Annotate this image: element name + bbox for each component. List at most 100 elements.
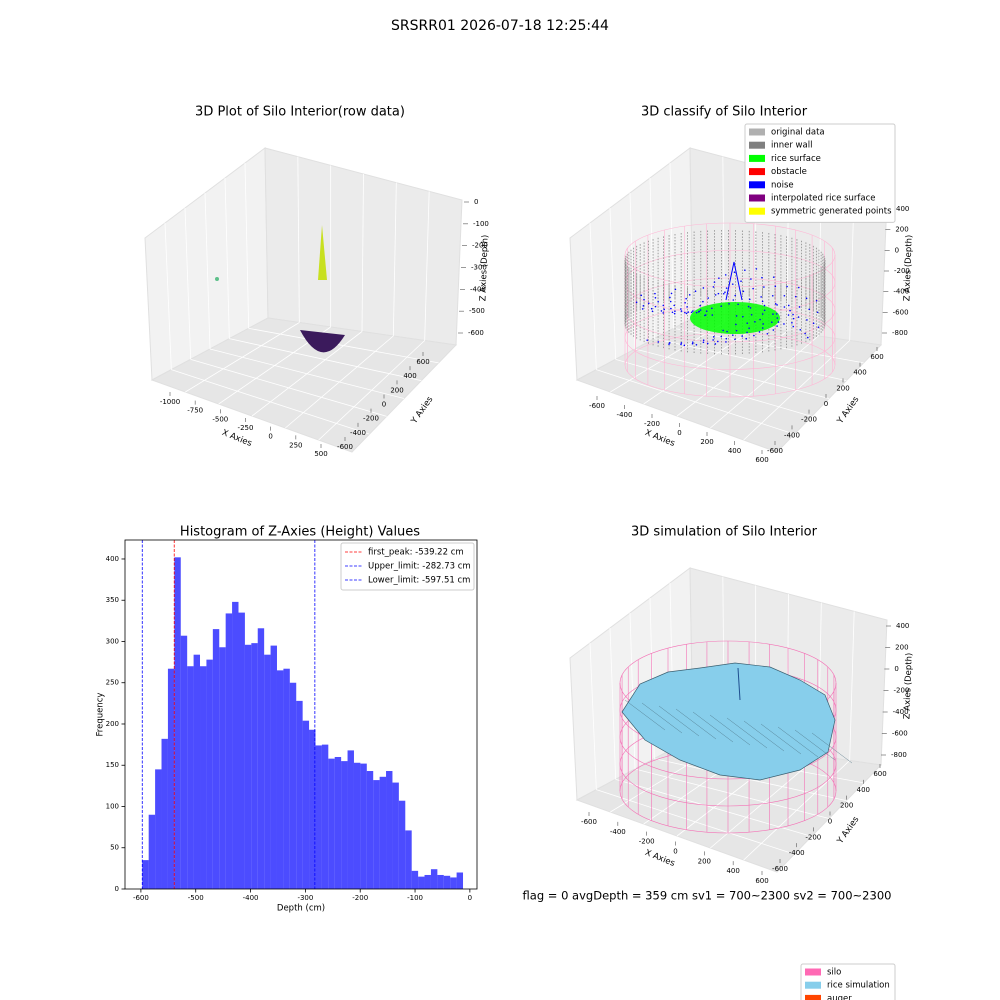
z-tick-label: -600	[892, 730, 908, 738]
z-tick-label: -800	[892, 329, 908, 337]
x-tick-label: 0	[468, 894, 472, 902]
pane-grid	[609, 207, 617, 360]
x-tick-label: 0	[673, 848, 677, 856]
noise-points	[776, 317, 779, 319]
noise-points	[654, 305, 657, 308]
bar	[206, 659, 213, 889]
noise-points	[734, 294, 737, 297]
y-tick-label: 400	[403, 372, 416, 380]
z-tick-label: -600	[468, 329, 484, 337]
legend-swatch	[749, 168, 765, 176]
noise-points	[742, 290, 745, 293]
noise-points	[748, 327, 750, 329]
noise-points	[761, 276, 763, 279]
z-tick-label: -500	[469, 307, 485, 315]
noise-points	[759, 318, 761, 321]
noise-points	[797, 316, 800, 318]
bar	[238, 612, 245, 889]
noise-points	[695, 311, 698, 314]
pane-grid	[849, 611, 855, 761]
noise-points	[663, 308, 665, 311]
bar	[443, 875, 451, 889]
noise-points	[771, 294, 774, 297]
bar	[398, 800, 406, 889]
noise-points	[752, 287, 754, 290]
x-tick-label: 200	[700, 438, 713, 446]
noise-points	[660, 310, 663, 312]
pane-grid	[361, 173, 364, 332]
y-tick-label: 200	[106, 720, 119, 728]
noise-points	[713, 281, 716, 283]
z-tick-label: -600	[893, 308, 909, 316]
x-tick-label: 0	[268, 433, 272, 441]
noise-points	[684, 301, 686, 304]
x-tick-label: -600	[589, 402, 605, 410]
y-tick-label: -600	[337, 443, 353, 451]
legend-label: rice surface	[771, 154, 821, 164]
bar	[161, 738, 168, 889]
noise-points	[732, 334, 734, 336]
x-tick-label: -200	[352, 894, 368, 902]
noise-points	[761, 327, 764, 329]
z-tick-label: -400	[470, 285, 486, 293]
noise-points	[722, 329, 724, 332]
legend-box	[744, 123, 896, 223]
bar	[251, 643, 258, 889]
noise-points	[697, 311, 700, 313]
noise-points	[735, 323, 737, 326]
rice-mesh	[709, 714, 751, 746]
noise-points	[671, 311, 674, 314]
x-tick-label: -600	[133, 894, 149, 902]
y-tick-label: 0	[115, 885, 119, 893]
z-axis-label: Z Axies (Depth)	[478, 235, 490, 302]
noise-points	[716, 340, 719, 343]
noise-points	[692, 310, 694, 312]
x-tick-label: -200	[639, 838, 655, 846]
noise-points	[787, 304, 790, 307]
outlier	[215, 277, 219, 281]
noise-points	[733, 271, 736, 274]
noise-points	[679, 308, 682, 310]
noise-points	[662, 304, 665, 307]
legend-swatch	[749, 141, 765, 149]
pane-grid	[204, 192, 211, 350]
legend-label: Upper_limit: -282.73 cm	[368, 562, 471, 572]
panel-title: Histogram of Z-Axies (Height) Values	[180, 525, 420, 540]
auger	[737, 667, 741, 701]
x-tick-label: -750	[187, 407, 203, 415]
bar	[347, 750, 354, 889]
y-tick-label: -600	[767, 447, 783, 455]
z-tick-label: 400	[896, 622, 909, 630]
noise-points	[726, 330, 728, 333]
noise-points	[725, 341, 727, 343]
rice-mesh	[726, 717, 768, 749]
x-tick-label: -200	[644, 420, 660, 428]
x-tick-label: -250	[238, 424, 254, 432]
pane-grid	[244, 162, 250, 329]
y-tick-label: 250	[106, 679, 119, 687]
y-tick-label: 0	[824, 400, 828, 408]
x-axis-label: X Axies	[643, 848, 676, 869]
z-tick-label: -400	[893, 708, 909, 716]
x-tick-label: -500	[212, 415, 228, 423]
noise-points	[680, 310, 683, 312]
rice-simulation	[621, 662, 836, 781]
noise-points	[750, 313, 753, 316]
bar	[341, 761, 348, 889]
legend-box	[340, 542, 475, 591]
bar	[193, 654, 201, 889]
bar	[212, 629, 220, 889]
noise-spike	[725, 261, 743, 301]
noise-points	[657, 300, 660, 303]
noise-points	[777, 321, 780, 323]
bar	[289, 682, 297, 889]
noise-points	[806, 319, 808, 321]
noise-points	[673, 304, 676, 307]
bar	[276, 670, 284, 889]
y-tick-label: 200	[836, 384, 849, 392]
bar	[405, 830, 412, 889]
noise-points	[772, 276, 775, 278]
pane-grid	[609, 627, 617, 780]
noise-points	[735, 329, 738, 332]
noise-points	[746, 331, 748, 334]
